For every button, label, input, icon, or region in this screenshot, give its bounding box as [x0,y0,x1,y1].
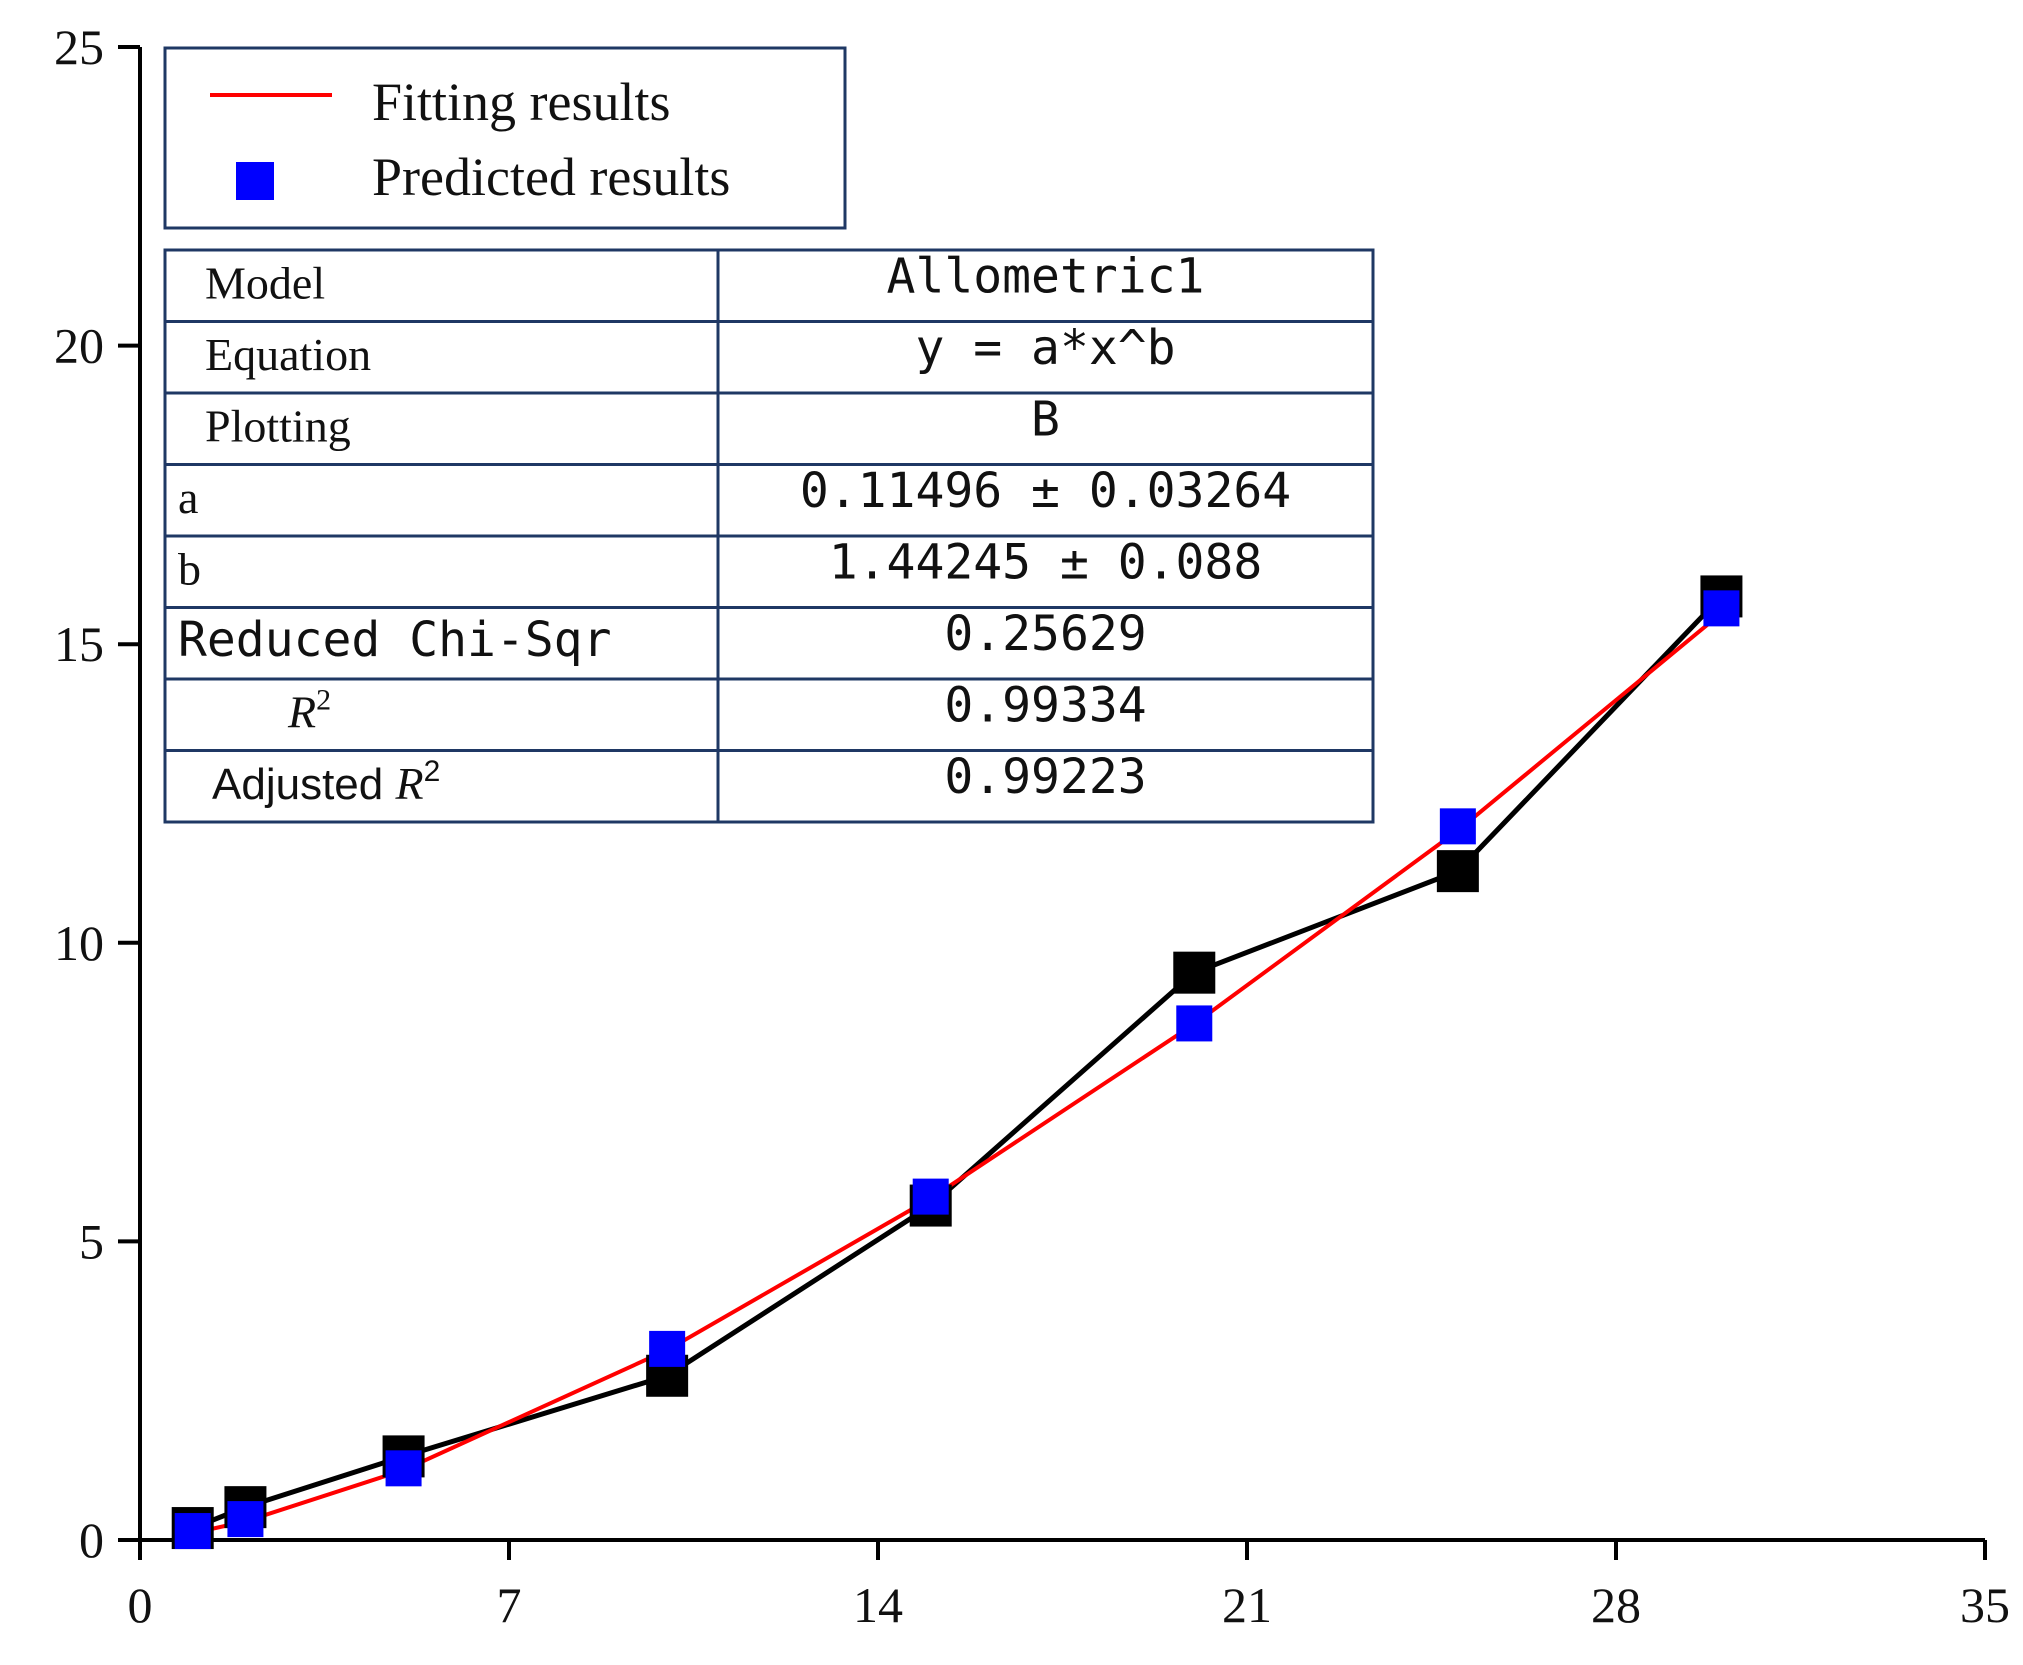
table-value: y = a*x^b [915,320,1175,376]
predicted-point [227,1501,264,1538]
x-tick-label: 21 [1222,1577,1272,1633]
x-tick-label: 28 [1591,1577,1641,1633]
legend-predicted-swatch [236,162,274,200]
predicted-point [1703,590,1740,627]
predicted-point [174,1513,211,1550]
table-label: a [178,472,198,523]
table-label: Equation [205,329,371,380]
table-label: Plotting [205,401,351,452]
table-value: 1.44245 ± 0.088 [829,535,1262,591]
stats-table: Model Allometric1 Equation y = a*x^b Plottin… [163,248,1375,824]
fit-line [192,611,1723,1536]
y-tick-label: 20 [54,318,104,374]
table-value: B [1031,392,1060,448]
legend: Fitting results Predicted results [163,46,847,230]
table-label: Adjusted R2 [212,755,440,809]
x-tick-label: 0 [128,1577,153,1633]
y-tick-label: 15 [54,616,104,672]
legend-predicted-label: Predicted results [372,147,730,207]
observed-point [1436,850,1479,893]
table-value: 0.99334 [944,678,1146,734]
table-label: Model [205,258,325,309]
x-tick-label: 35 [1960,1577,2010,1633]
observed-line [191,594,1724,1531]
series [171,575,1743,1550]
observed-point [1173,951,1216,994]
table-label: b [178,544,201,595]
table-value: 0.25629 [944,606,1146,662]
legend-box [163,46,847,230]
table-value: 0.99223 [944,749,1146,805]
table-label: R2 [287,684,331,738]
predicted-point [912,1178,949,1215]
legend-fit-label: Fitting results [372,72,671,132]
table-value: 0.11496 ± 0.03264 [800,463,1291,519]
predicted-point [1439,808,1476,845]
table-value: Allometric1 [887,249,1205,305]
axes: 0 7 14 21 28 35 0 5 10 15 20 25 [54,19,2010,1633]
y-tick-label: 5 [79,1213,104,1269]
predicted-point [649,1330,686,1367]
x-tick-label: 14 [853,1577,903,1633]
y-tick-label: 0 [79,1512,104,1568]
predicted-point [1176,1005,1213,1042]
table-label: Reduced Chi-Sqr [178,612,611,668]
y-tick-label: 10 [54,915,104,971]
y-tick-label: 25 [54,19,104,75]
predicted-point [385,1450,422,1487]
x-tick-label: 7 [497,1577,522,1633]
